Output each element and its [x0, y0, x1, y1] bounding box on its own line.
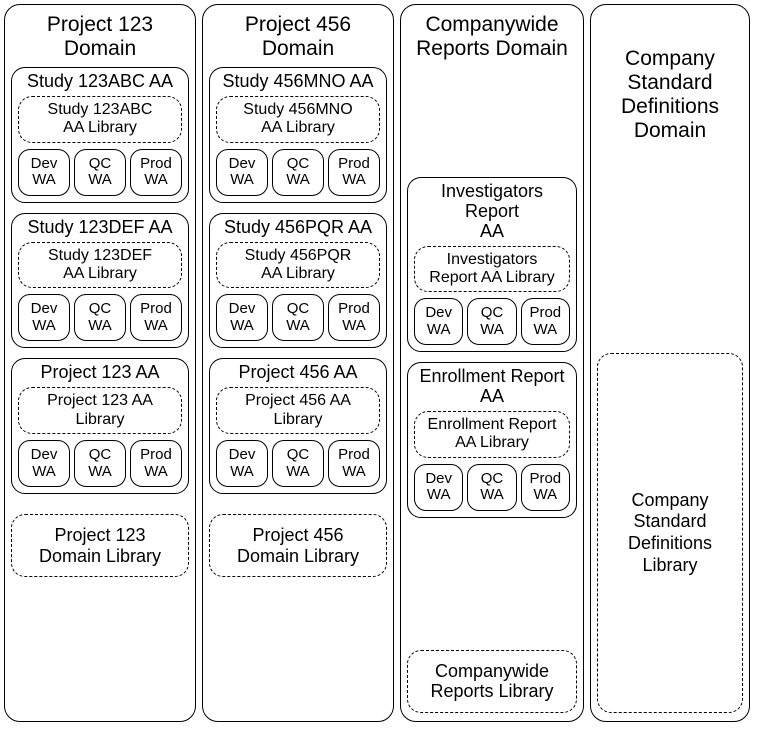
- wa-row: DevWA QCWA ProdWA: [216, 440, 380, 487]
- wa-qc: QCWA: [272, 294, 324, 341]
- aa-title: Study 123DEF AA: [18, 218, 182, 238]
- aa-box: Enrollment ReportAA Enrollment ReportAA …: [407, 362, 577, 517]
- domain-project-123: Project 123Domain Study 123ABC AA Study …: [4, 4, 196, 722]
- domain-stack: Study 123ABC AA Study 123ABCAA Library D…: [11, 67, 189, 577]
- wa-prod: ProdWA: [130, 149, 182, 196]
- wa-row: DevWA QCWA ProdWA: [18, 149, 182, 196]
- wa-qc: QCWA: [272, 149, 324, 196]
- domain-company-standard-definitions: CompanyStandardDefinitionsDomain Company…: [590, 4, 750, 722]
- aa-box: Investigators ReportAA InvestigatorsRepo…: [407, 177, 577, 352]
- wa-qc: QCWA: [272, 440, 324, 487]
- wa-prod: ProdWA: [521, 298, 570, 345]
- aa-library: Study 123DEFAA Library: [18, 242, 182, 289]
- aa-library: Study 456PQRAA Library: [216, 242, 380, 289]
- wa-row: DevWA QCWA ProdWA: [216, 149, 380, 196]
- aa-title: Study 456MNO AA: [216, 72, 380, 92]
- wa-qc: QCWA: [467, 464, 516, 511]
- wa-row: DevWA QCWA ProdWA: [18, 440, 182, 487]
- aa-box: Study 123DEF AA Study 123DEFAA Library D…: [11, 213, 189, 349]
- aa-title: Study 123ABC AA: [18, 72, 182, 92]
- domain-project-456: Project 456Domain Study 456MNO AA Study …: [202, 4, 394, 722]
- wa-dev: DevWA: [18, 440, 70, 487]
- spacer: [407, 528, 577, 640]
- aa-library: Project 456 AALibrary: [216, 387, 380, 434]
- diagram-canvas: Project 123Domain Study 123ABC AA Study …: [4, 4, 762, 722]
- wa-qc: QCWA: [74, 149, 126, 196]
- aa-library: InvestigatorsReport AA Library: [414, 246, 570, 293]
- company-standard-definitions-library: CompanyStandardDefinitionsLibrary: [597, 353, 743, 713]
- aa-box: Study 456PQR AA Study 456PQRAA Library D…: [209, 213, 387, 349]
- domain-stack: Study 456MNO AA Study 456MNOAA Library D…: [209, 67, 387, 577]
- wa-qc: QCWA: [74, 294, 126, 341]
- wa-dev: DevWA: [414, 298, 463, 345]
- aa-title: Study 456PQR AA: [216, 218, 380, 238]
- aa-library: Enrollment ReportAA Library: [414, 411, 570, 458]
- wa-row: DevWA QCWA ProdWA: [414, 464, 570, 511]
- wa-row: DevWA QCWA ProdWA: [414, 298, 570, 345]
- wa-dev: DevWA: [216, 440, 268, 487]
- wa-prod: ProdWA: [521, 464, 570, 511]
- aa-title: Investigators ReportAA: [414, 182, 570, 241]
- wa-qc: QCWA: [74, 440, 126, 487]
- aa-box: Study 456MNO AA Study 456MNOAA Library D…: [209, 67, 387, 203]
- aa-box: Project 456 AA Project 456 AALibrary Dev…: [209, 358, 387, 494]
- domain-stack: Investigators ReportAA InvestigatorsRepo…: [407, 177, 577, 713]
- wa-dev: DevWA: [18, 149, 70, 196]
- aa-library: Study 456MNOAA Library: [216, 96, 380, 143]
- wa-prod: ProdWA: [130, 440, 182, 487]
- aa-library: Project 123 AALibrary: [18, 387, 182, 434]
- wa-row: DevWA QCWA ProdWA: [18, 294, 182, 341]
- wa-prod: ProdWA: [130, 294, 182, 341]
- domain-library: CompanywideReports Library: [407, 650, 577, 713]
- domain-title: Project 456Domain: [211, 13, 385, 61]
- wa-prod: ProdWA: [328, 440, 380, 487]
- wa-dev: DevWA: [18, 294, 70, 341]
- domain-title: Project 123Domain: [13, 13, 187, 61]
- aa-title: Project 123 AA: [18, 363, 182, 383]
- aa-box: Project 123 AA Project 123 AALibrary Dev…: [11, 358, 189, 494]
- domain-title: CompanyStandardDefinitionsDomain: [599, 47, 741, 144]
- domain-library: Project 456Domain Library: [209, 514, 387, 577]
- spacer: [407, 67, 577, 177]
- domain-title: CompanywideReports Domain: [409, 13, 575, 61]
- aa-box: Study 123ABC AA Study 123ABCAA Library D…: [11, 67, 189, 203]
- wa-qc: QCWA: [467, 298, 516, 345]
- wa-prod: ProdWA: [328, 294, 380, 341]
- aa-title: Project 456 AA: [216, 363, 380, 383]
- wa-dev: DevWA: [216, 149, 268, 196]
- wa-dev: DevWA: [216, 294, 268, 341]
- domain-library: Project 123Domain Library: [11, 514, 189, 577]
- domain-companywide-reports: CompanywideReports Domain Investigators …: [400, 4, 584, 722]
- wa-dev: DevWA: [414, 464, 463, 511]
- spacer: [597, 150, 743, 353]
- aa-title: Enrollment ReportAA: [414, 367, 570, 407]
- wa-row: DevWA QCWA ProdWA: [216, 294, 380, 341]
- aa-library: Study 123ABCAA Library: [18, 96, 182, 143]
- wa-prod: ProdWA: [328, 149, 380, 196]
